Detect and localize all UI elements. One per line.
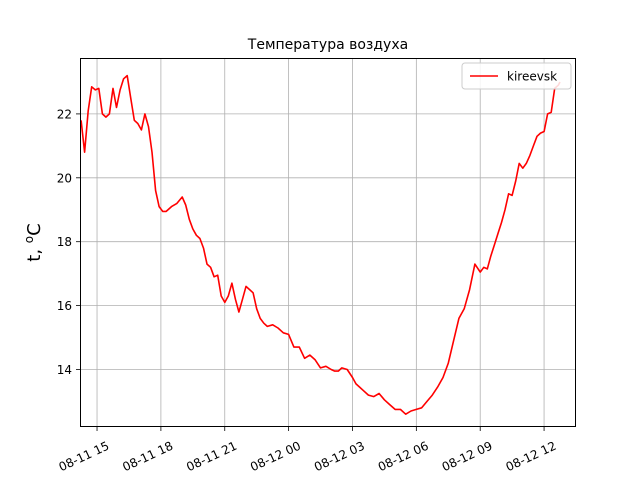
grid (80, 58, 576, 427)
legend: kireevsk (461, 62, 572, 90)
y-tick-label: 20 (57, 171, 72, 185)
series-line-kireevsk (80, 74, 561, 416)
y-axis-label-suffix: C (24, 223, 45, 236)
legend-box (461, 62, 572, 90)
y-axis-label: t, oC (22, 223, 45, 261)
legend-label: kireevsk (507, 70, 557, 84)
y-axis: 14 16 18 20 22 (57, 107, 80, 377)
y-tick-label: 22 (57, 107, 72, 121)
y-axis-label-prefix: t, (24, 243, 45, 262)
y-tick-label: 16 (57, 299, 72, 313)
plot-frame (80, 58, 576, 427)
y-tick-label: 18 (57, 235, 72, 249)
series-group (80, 74, 561, 416)
y-axis-label-superscript: o (22, 236, 36, 243)
plot-area (80, 58, 576, 427)
y-tick-label: 14 (57, 363, 72, 377)
chart-title: Температура воздуха (247, 37, 408, 53)
